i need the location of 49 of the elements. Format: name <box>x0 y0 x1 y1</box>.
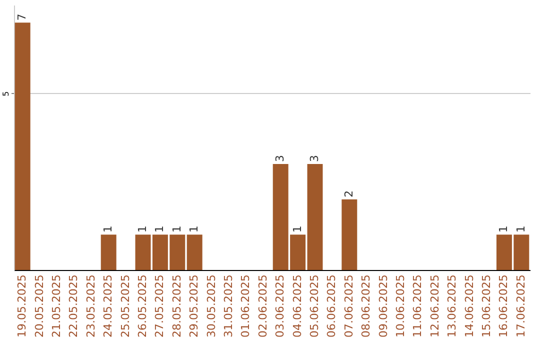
bar <box>342 199 358 270</box>
bar <box>14 22 30 270</box>
y-tick-label: 5 <box>2 91 10 96</box>
x-tick-label: 13.06.2025 <box>446 274 459 338</box>
data-label: 1 <box>153 226 166 233</box>
x-tick-label: 26.05.2025 <box>136 274 149 338</box>
data-label: 1 <box>170 226 184 233</box>
x-tick-label: 14.06.2025 <box>462 274 476 338</box>
x-tick-label: 11.06.2025 <box>411 274 424 338</box>
x-tick-label: 09.06.2025 <box>376 274 390 338</box>
x-tick-label: 21.05.2025 <box>50 274 63 338</box>
x-tick-label: 15.06.2025 <box>480 274 493 338</box>
bar <box>307 164 323 270</box>
x-tick-label: 28.05.2025 <box>170 274 184 338</box>
data-label: 3 <box>274 155 287 162</box>
x-tick-label: 12.06.2025 <box>428 274 442 338</box>
data-label: 3 <box>308 155 321 162</box>
x-tick-label: 01.06.2025 <box>239 274 252 338</box>
x-tick-label: 25.05.2025 <box>118 274 132 338</box>
x-tick-label: 23.05.2025 <box>84 274 98 338</box>
data-label: 1 <box>514 226 528 233</box>
x-tick-label: 03.06.2025 <box>274 274 287 338</box>
x-tick-label: 07.06.2025 <box>342 274 356 338</box>
x-tick-label: 08.06.2025 <box>360 274 373 338</box>
x-tick-label: 04.06.2025 <box>290 274 304 338</box>
x-tick-label: 06.06.2025 <box>325 274 338 338</box>
x-tick-label: 27.05.2025 <box>153 274 166 338</box>
bar <box>186 234 202 270</box>
data-label: 1 <box>102 226 115 233</box>
data-label: 1 <box>136 226 149 233</box>
bar <box>135 234 151 270</box>
data-label: 1 <box>188 226 201 233</box>
x-tick-label: 30.05.2025 <box>204 274 218 338</box>
x-tick-label: 22.05.2025 <box>67 274 80 338</box>
x-tick-label: 20.05.2025 <box>32 274 46 338</box>
x-tick-label: 31.05.2025 <box>222 274 235 338</box>
x-tick-label: 16.06.2025 <box>497 274 510 338</box>
x-tick-label: 02.06.2025 <box>256 274 270 338</box>
data-label: 7 <box>16 14 29 21</box>
x-tick-label: 24.05.2025 <box>102 274 115 338</box>
data-label: 2 <box>342 190 356 198</box>
x-tick-label: 05.06.2025 <box>308 274 321 338</box>
x-tick-label: 17.06.2025 <box>514 274 528 338</box>
data-label: 1 <box>497 226 510 233</box>
x-tick-label: 19.05.2025 <box>16 274 29 338</box>
data-label: 1 <box>290 226 304 233</box>
x-tick-label: 10.06.2025 <box>394 274 407 338</box>
bar <box>100 234 116 270</box>
x-tick-label: 29.05.2025 <box>188 274 201 338</box>
